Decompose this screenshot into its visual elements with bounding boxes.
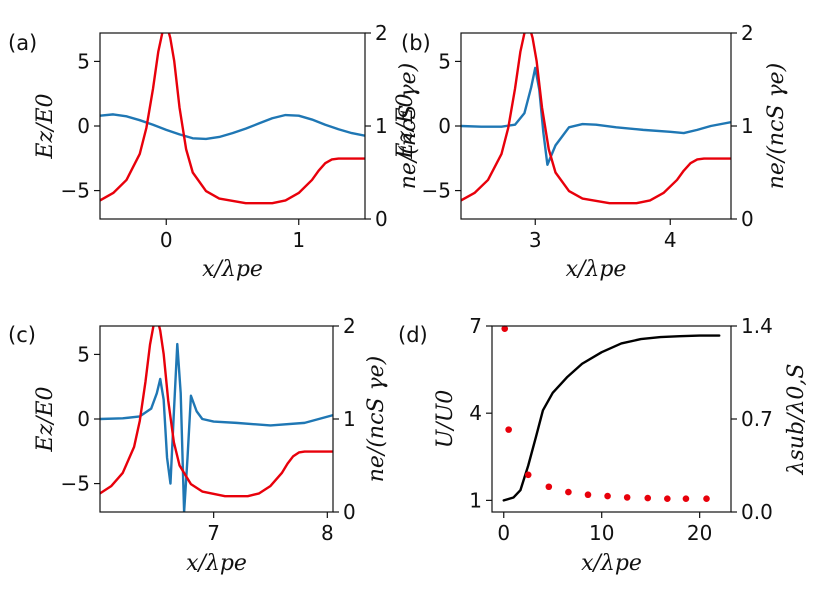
x-tick-label: 0 bbox=[160, 228, 173, 252]
y-tick-label: 0 bbox=[438, 114, 451, 138]
y2-tick-label: 0 bbox=[343, 500, 356, 524]
y2-tick-label: 2 bbox=[741, 21, 754, 45]
y2-tick-label: 1 bbox=[343, 407, 356, 431]
marker-lambda_sub bbox=[682, 495, 690, 503]
y2-axis-label: ne/(ncS γe) bbox=[764, 63, 789, 190]
y2-axis-label: λsub/λ0,S bbox=[784, 364, 809, 476]
y-axis-label: Ez/E0 bbox=[33, 386, 58, 452]
y-tick-label: 4 bbox=[469, 401, 482, 425]
y-axis-label: U/U0 bbox=[433, 390, 458, 449]
x-axis-label: x/λpe bbox=[202, 257, 263, 282]
marker-lambda_sub bbox=[565, 488, 572, 496]
panel-label: (d) bbox=[398, 323, 428, 347]
y2-tick-label: 0.0 bbox=[741, 500, 773, 524]
marker-lambda_sub bbox=[545, 483, 553, 491]
y-tick-label: −5 bbox=[61, 472, 90, 496]
y2-tick-label: 0.7 bbox=[741, 407, 773, 431]
y2-tick-label: 0 bbox=[375, 207, 388, 231]
x-tick-label: 10 bbox=[589, 521, 614, 545]
series-line-ne bbox=[461, 33, 731, 205]
y-tick-label: 0 bbox=[77, 114, 90, 138]
marker-lambda_sub bbox=[703, 495, 710, 503]
x-tick-label: 7 bbox=[207, 521, 220, 545]
y-tick-label: 5 bbox=[77, 49, 90, 73]
panel-label: (b) bbox=[401, 31, 431, 55]
x-axis-label: x/λpe bbox=[581, 551, 642, 576]
x-tick-label: 4 bbox=[664, 228, 677, 252]
panel-c: 7 8 −5 0 5 0 1 2 (c) x/λpe Ez/E0 ne/(ncS γe) bbox=[8, 314, 389, 576]
series-line-ne bbox=[100, 326, 333, 498]
x-axis-label: x/λpe bbox=[566, 257, 627, 282]
axes-frame bbox=[491, 325, 732, 513]
x-axis-label: x/λpe bbox=[186, 551, 247, 576]
marker-lambda_sub bbox=[584, 491, 592, 499]
axes-frame bbox=[99, 325, 334, 513]
y2-tick-label: 1 bbox=[375, 114, 388, 138]
y-tick-label: 5 bbox=[77, 342, 90, 366]
marker-lambda_sub bbox=[604, 492, 611, 500]
x-tick-label: 3 bbox=[529, 228, 542, 252]
y-tick-label: 0 bbox=[77, 407, 90, 431]
x-tick-label: 8 bbox=[321, 521, 334, 545]
series-line-Ez bbox=[461, 66, 731, 166]
y-tick-label: −5 bbox=[61, 179, 90, 203]
y-axis-label: Ez/E0 bbox=[393, 93, 418, 159]
marker-lambda_sub bbox=[505, 426, 512, 433]
x-tick-label: 1 bbox=[292, 228, 305, 252]
axes-frame bbox=[99, 32, 366, 220]
panel-d: 0 10 20 1 4 7 0.0 0.7 1.4 (d) x/λpe U/U0 λsub/λ0,S bbox=[398, 314, 809, 576]
marker-lambda_sub bbox=[501, 325, 509, 332]
marker-lambda_sub bbox=[623, 494, 631, 501]
y-tick-label: 7 bbox=[469, 314, 482, 338]
series-line-U bbox=[502, 334, 721, 502]
y2-tick-label: 2 bbox=[375, 21, 388, 45]
y-tick-label: 5 bbox=[438, 49, 451, 73]
panel-label: (a) bbox=[8, 31, 37, 55]
series-line-ne bbox=[100, 33, 365, 205]
y2-axis-label: ne/(ncS γe) bbox=[364, 356, 389, 483]
panel-label: (c) bbox=[8, 323, 36, 347]
x-tick-label: 20 bbox=[687, 521, 712, 545]
y-tick-label: −5 bbox=[422, 179, 451, 203]
series-line-Ez bbox=[100, 342, 333, 512]
x-tick-label: 0 bbox=[497, 521, 510, 545]
y2-tick-label: 2 bbox=[343, 314, 356, 338]
y2-axis-label: ne/(ncS γe) bbox=[396, 63, 421, 190]
y-tick-label: 1 bbox=[469, 488, 482, 512]
y2-tick-label: 1 bbox=[741, 114, 754, 138]
y2-tick-label: 1.4 bbox=[741, 314, 773, 338]
marker-lambda_sub bbox=[644, 494, 652, 502]
y2-tick-label: 0 bbox=[741, 207, 754, 231]
marker-lambda_sub bbox=[664, 495, 671, 503]
series-line-Ez bbox=[100, 113, 365, 141]
y-axis-label: Ez/E0 bbox=[33, 93, 58, 159]
marker-lambda_sub bbox=[524, 471, 532, 479]
